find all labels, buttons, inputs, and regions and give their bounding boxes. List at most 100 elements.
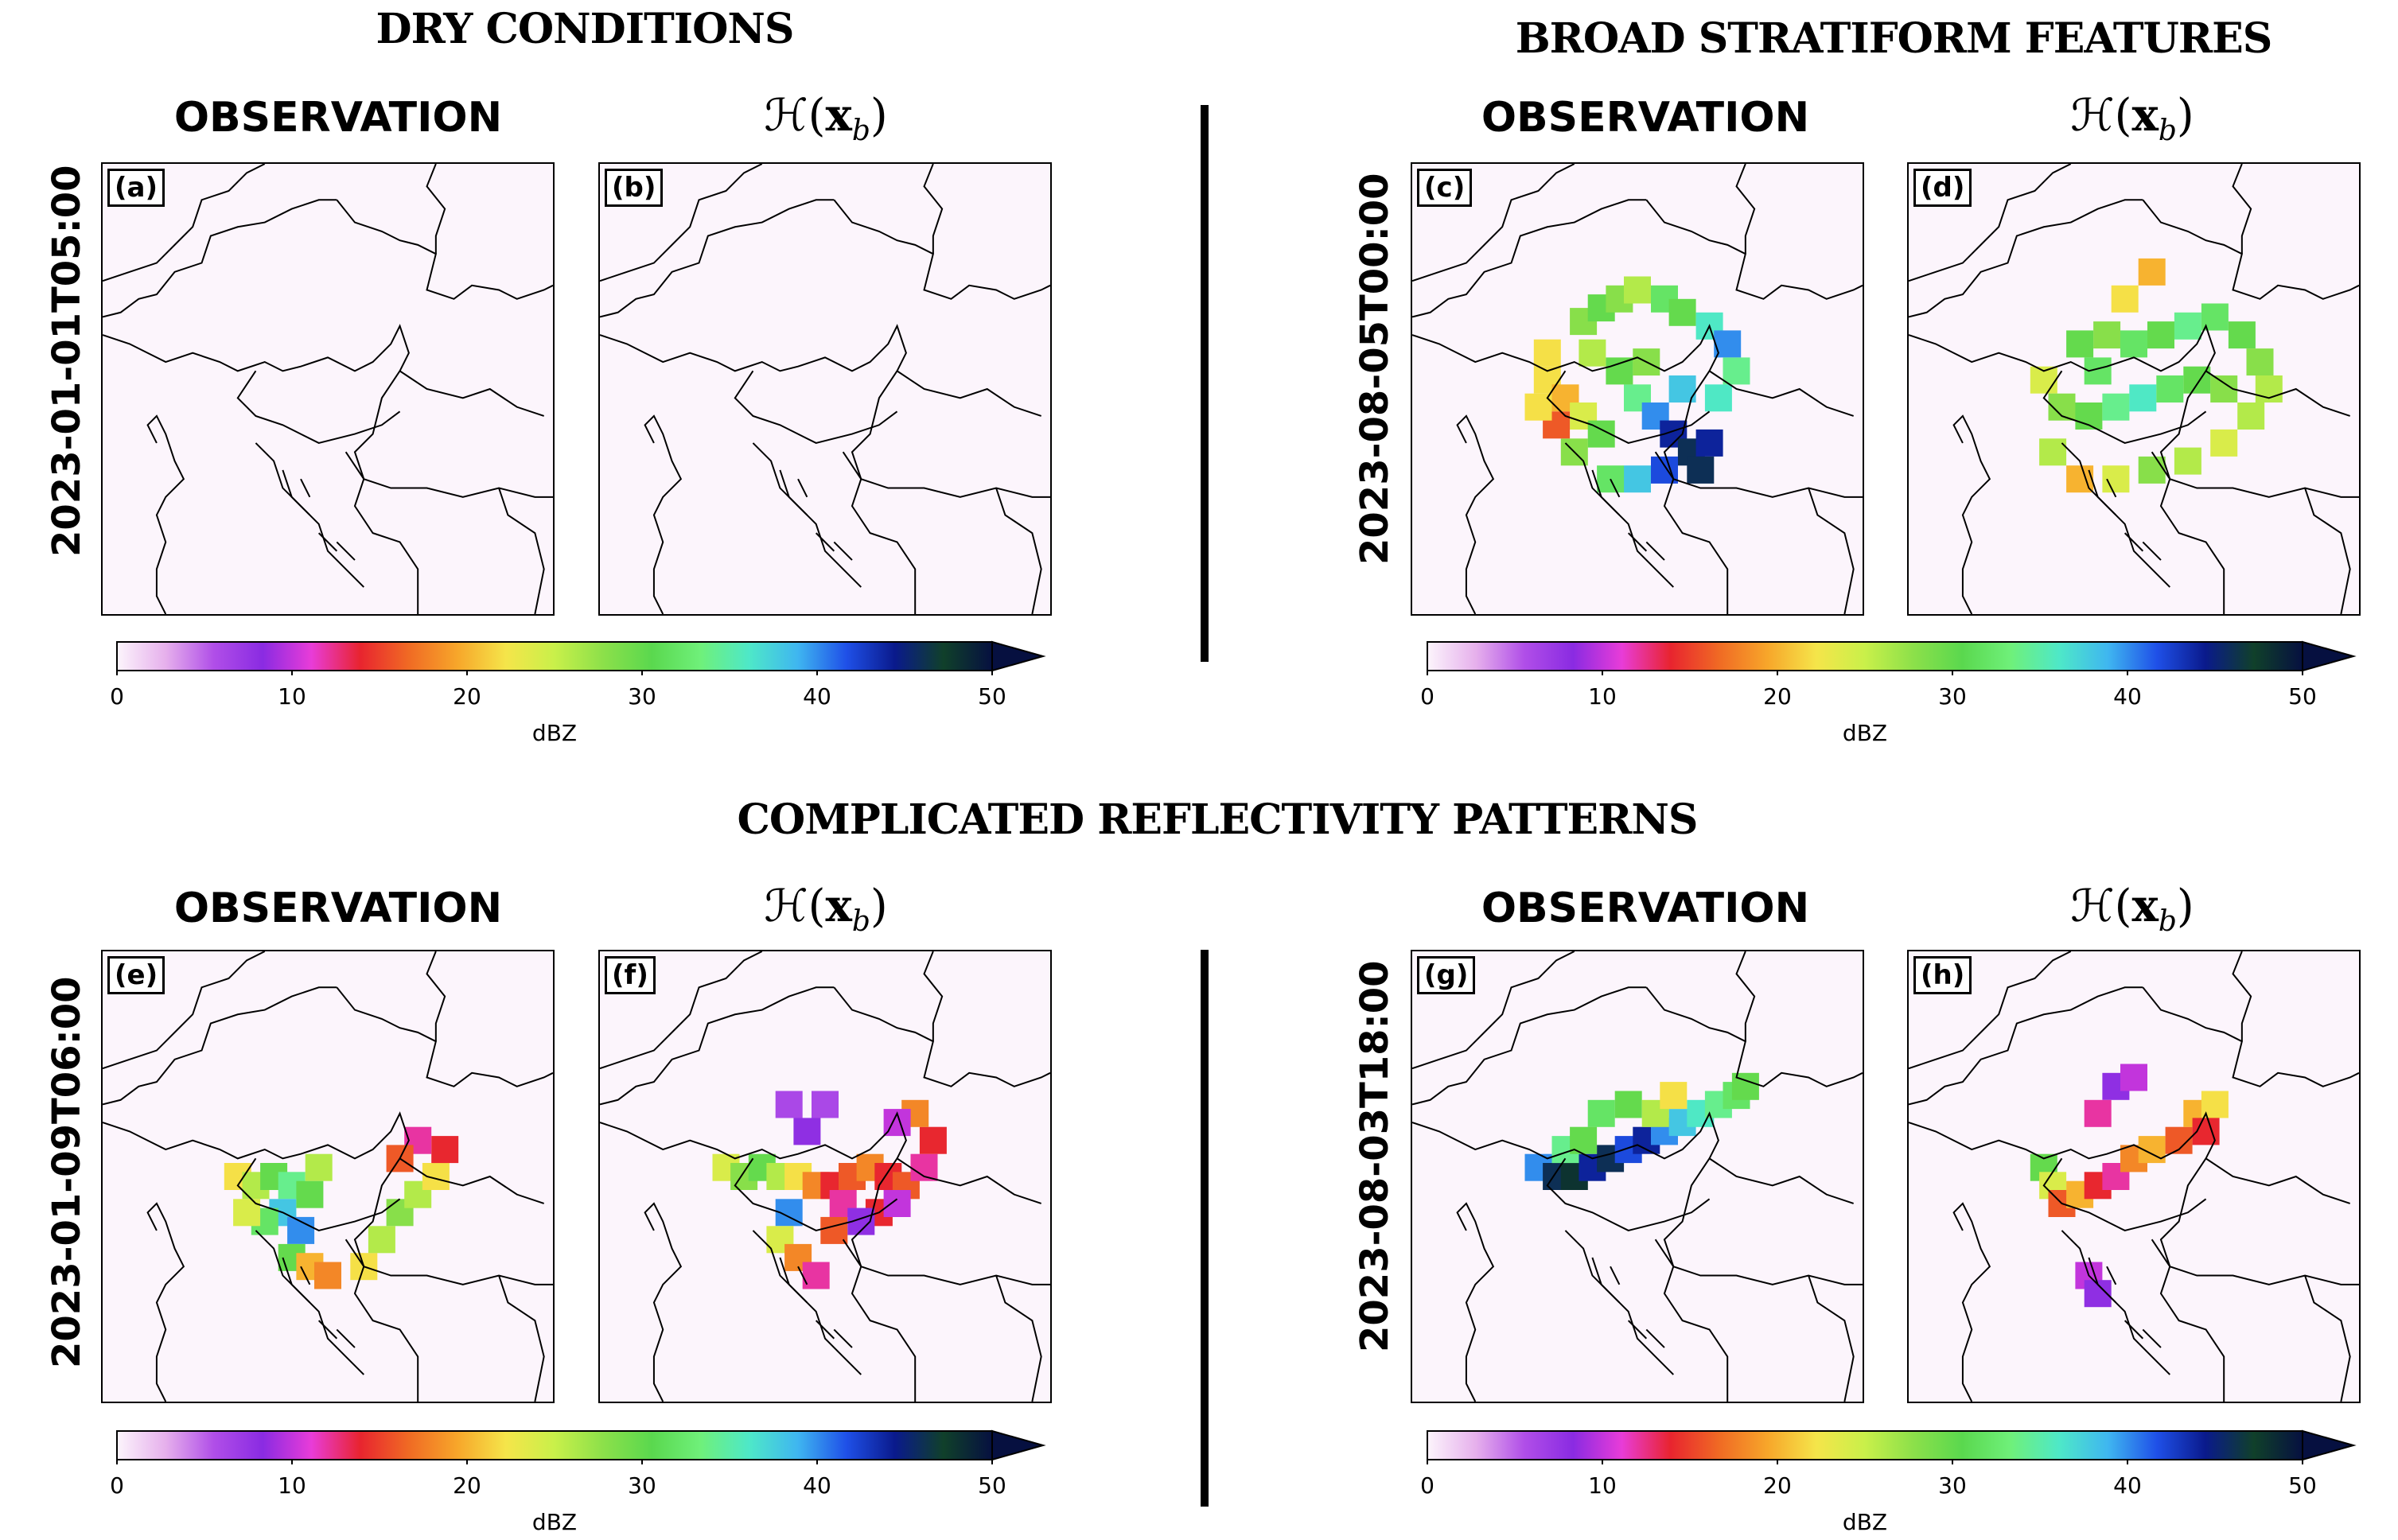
border-line — [1909, 324, 2350, 417]
panel-letter: (d) — [1913, 169, 1972, 207]
panel-letter: (h) — [1913, 956, 1972, 994]
border-line — [103, 986, 337, 1106]
panel-letter: (g) — [1417, 956, 1476, 994]
border-line — [2088, 1257, 2162, 1348]
colorbar-tick-label: 40 — [2113, 1472, 2142, 1499]
border-line — [1412, 986, 1647, 1106]
border-line — [103, 324, 544, 417]
colorbar-tick-label: 40 — [803, 683, 831, 710]
border-line — [2088, 469, 2162, 561]
colorbar-tick-label: 30 — [628, 683, 656, 710]
border-line — [1412, 199, 1647, 318]
reflectivity-cell — [1704, 384, 1732, 412]
map-c — [1412, 164, 1863, 614]
border-line — [426, 164, 446, 255]
border-line — [851, 370, 1050, 498]
border-line — [600, 164, 763, 282]
country-borders — [600, 951, 1050, 1402]
border-line — [1952, 1202, 1991, 1402]
operator-subscript: b — [851, 905, 870, 939]
reflectivity-cell — [793, 1118, 821, 1145]
colorbar-unit-label: dBZ — [1842, 1509, 1888, 1535]
border-line — [779, 469, 853, 561]
reflectivity-cell — [2120, 1064, 2147, 1091]
reflectivity-cell — [775, 1091, 803, 1118]
panel-d: (d) — [1907, 162, 2361, 616]
operator-subscript: b — [851, 115, 870, 148]
border-line — [2061, 442, 2170, 588]
reflectivity-cell — [2102, 393, 2130, 421]
border-line — [2142, 986, 2359, 1087]
reflectivity-cell — [368, 1226, 395, 1254]
colorbar-tick-label: 50 — [2288, 683, 2317, 710]
panel-b: (b) — [598, 162, 1052, 616]
colorbar-tick-label: 30 — [628, 1472, 656, 1499]
border-line — [995, 1275, 1042, 1402]
col-title-observation: OBSERVATION — [1481, 94, 1810, 142]
panel-letter: (c) — [1417, 169, 1473, 207]
colorbar-tick-label: 10 — [278, 1472, 306, 1499]
border-line — [345, 451, 419, 614]
colorbar-fill — [116, 1430, 993, 1460]
operator-subscript: b — [2158, 905, 2177, 939]
reflectivity-cell — [2147, 321, 2174, 349]
border-line — [842, 1239, 917, 1402]
reflectivity-cell — [305, 1153, 333, 1181]
colorbar-extend-arrow — [2302, 1429, 2357, 1461]
colorbar-tick-label: 0 — [110, 683, 124, 710]
operator-x-glyph: x — [2131, 89, 2159, 142]
colorbar-tick-label: 30 — [1938, 683, 1967, 710]
country-borders — [1909, 951, 2359, 1402]
map-b — [600, 164, 1050, 614]
colorbar-tick-label: 0 — [1420, 1472, 1435, 1499]
reflectivity-cell — [1660, 1082, 1688, 1110]
border-line — [1654, 1239, 1729, 1402]
border-line — [779, 1257, 853, 1348]
reflectivity-cell — [1687, 456, 1715, 484]
border-line — [336, 986, 553, 1087]
border-line — [1909, 199, 2143, 318]
row-label-g: 2023-08-03T18:00 — [1353, 960, 1397, 1352]
reflectivity-cell — [2138, 258, 2166, 286]
colorbar-tick-label: 40 — [2113, 683, 2142, 710]
border-line — [498, 488, 545, 614]
colorbar-tick-label: 10 — [1588, 683, 1617, 710]
operator-x-glyph: x — [2131, 880, 2159, 932]
border-line — [1456, 1202, 1495, 1402]
border-line — [336, 199, 553, 300]
col-title-operator: ℋ(xb) — [2070, 880, 2194, 939]
border-line — [923, 951, 944, 1042]
reflectivity-cell — [2129, 384, 2157, 412]
border-line — [2232, 164, 2252, 255]
reflectivity-cell — [431, 1136, 459, 1164]
border-line — [600, 986, 835, 1106]
map-f — [600, 951, 1050, 1402]
border-line — [146, 1202, 185, 1402]
reflectivity-cell — [2174, 312, 2201, 340]
reflectivity-cell — [2210, 429, 2238, 457]
border-line — [734, 370, 898, 444]
border-line — [1412, 324, 1854, 417]
border-line — [103, 164, 266, 282]
panel-a: (a) — [101, 162, 555, 616]
border-line — [103, 951, 266, 1070]
reflectivity-cell — [2066, 330, 2094, 358]
colorbar-fill — [116, 641, 993, 671]
reflectivity-cell — [2246, 348, 2274, 376]
country-borders — [1412, 164, 1863, 614]
border-line — [1412, 1111, 1854, 1204]
country-borders — [103, 951, 553, 1402]
border-line — [1735, 164, 1756, 255]
colorbar-tick-label: 40 — [803, 1472, 831, 1499]
country-borders — [1412, 951, 1863, 1402]
reflectivity-cell — [1668, 298, 1696, 326]
colorbar-gradient — [1427, 1429, 2357, 1464]
border-line — [1909, 951, 2072, 1070]
panel-letter: (b) — [605, 169, 664, 207]
map-h — [1909, 951, 2359, 1402]
reflectivity-cell — [2093, 321, 2121, 349]
border-line — [1591, 1257, 1665, 1348]
col-title-observation: OBSERVATION — [173, 94, 503, 142]
border-line — [752, 442, 862, 588]
border-line — [2159, 1157, 2359, 1285]
